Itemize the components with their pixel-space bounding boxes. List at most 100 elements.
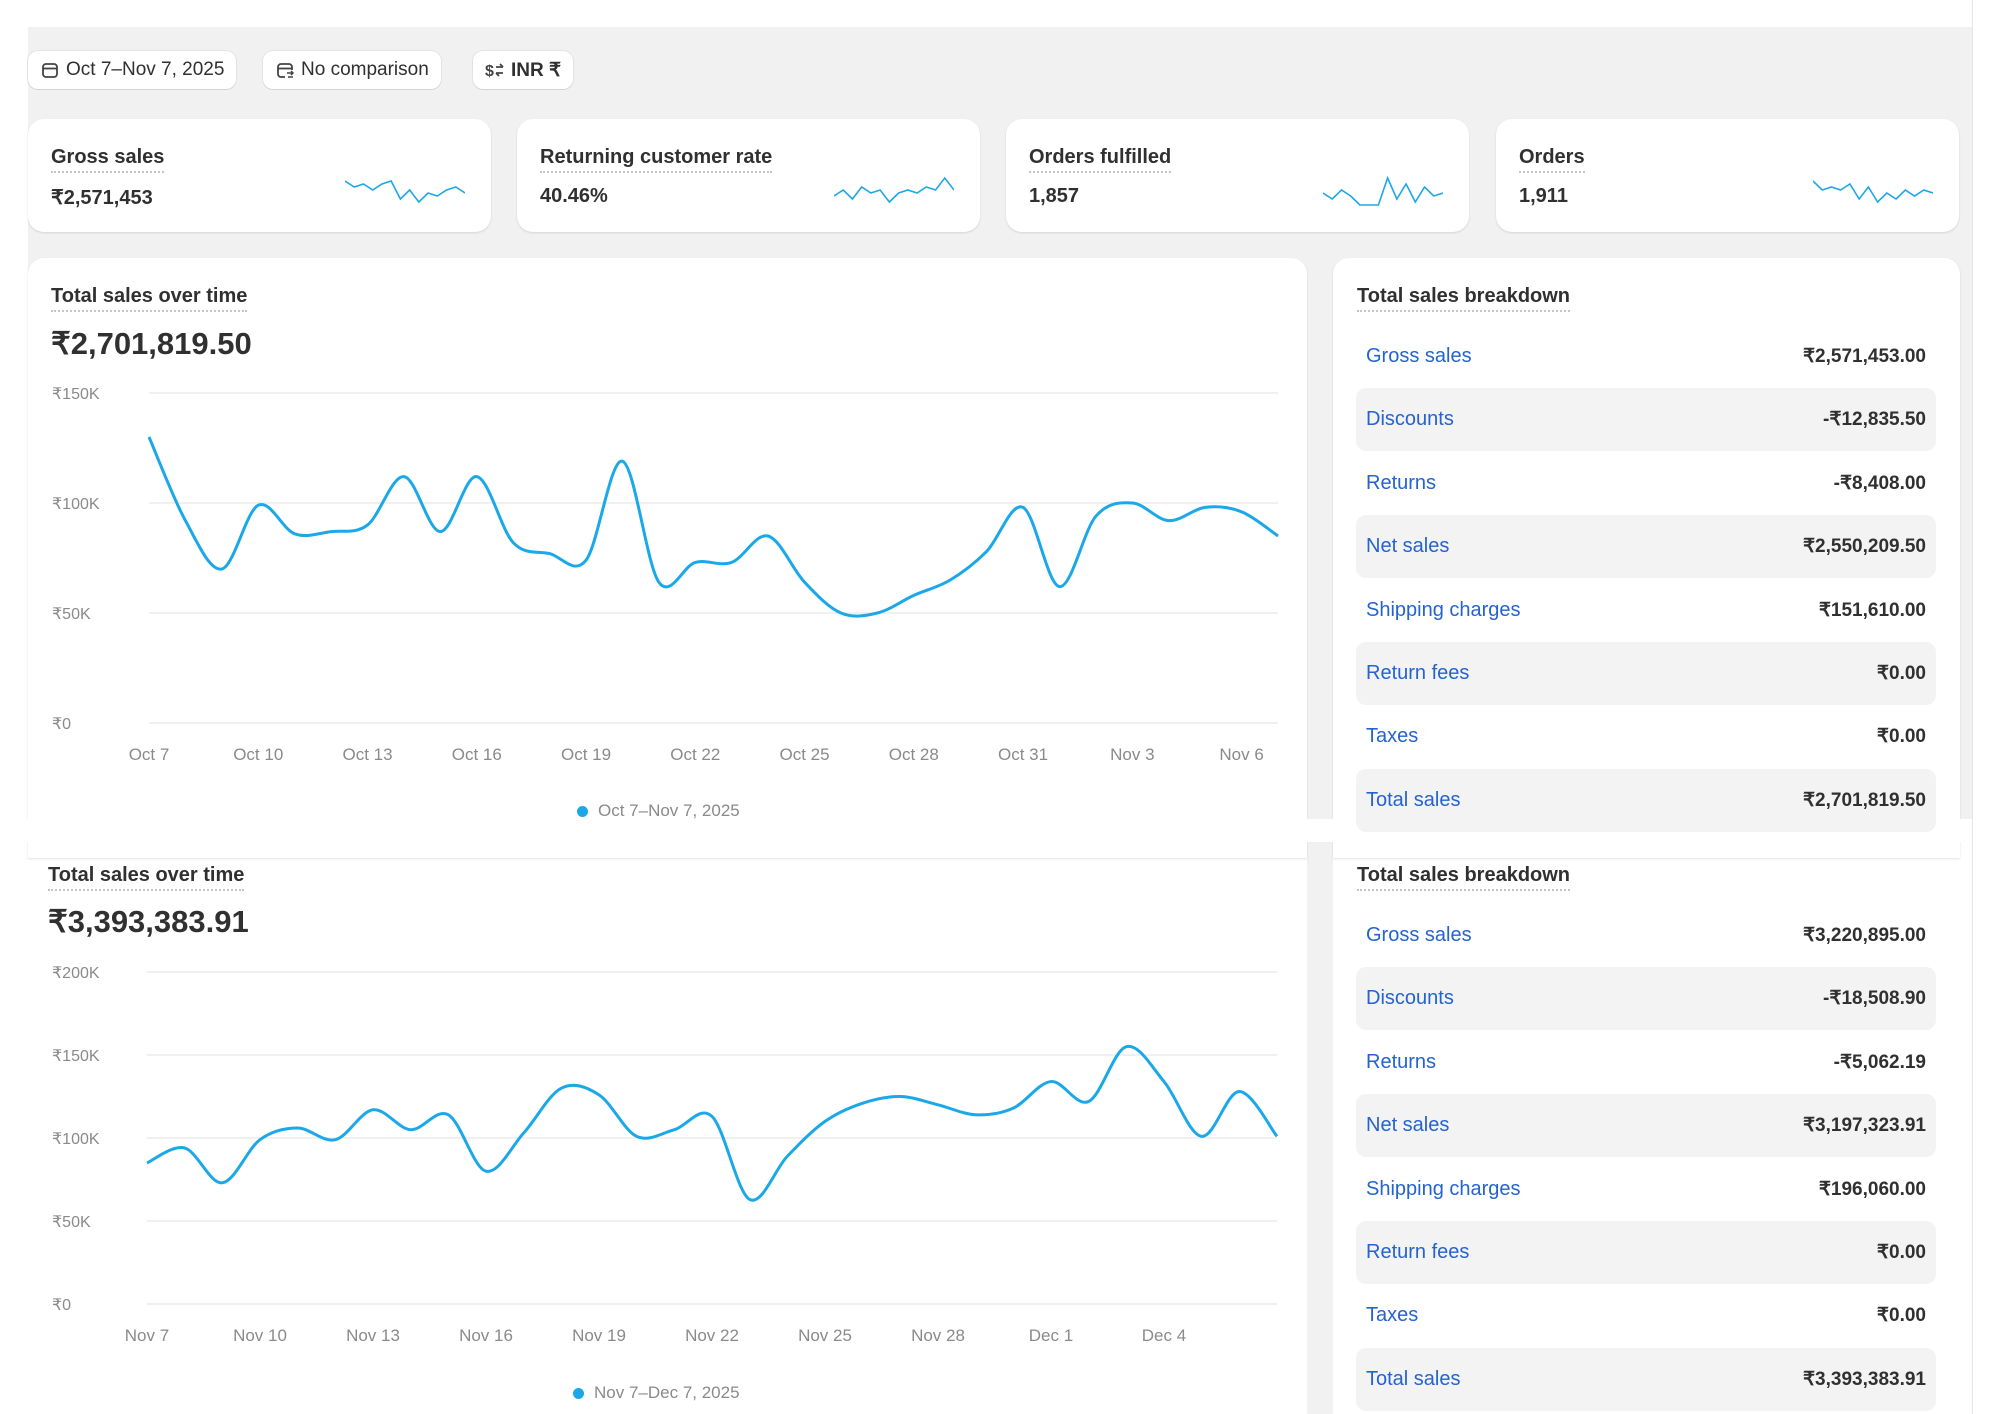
x-tick-label: Nov 10 bbox=[233, 1326, 287, 1345]
breakdown-row-taxes: Taxes ₹0.00 bbox=[1356, 705, 1936, 768]
data-point[interactable] bbox=[141, 1157, 153, 1169]
kpi-card-returning-customer-rate[interactable]: Returning customer rate 40.46% bbox=[517, 119, 980, 232]
x-tick-label: Nov 22 bbox=[685, 1326, 739, 1345]
data-point[interactable] bbox=[819, 1115, 831, 1127]
chart-title: Total sales over time bbox=[51, 285, 248, 312]
spacer bbox=[0, 819, 28, 842]
breakdown-link[interactable]: Return fees bbox=[1366, 1241, 1470, 1263]
x-tick-label: Oct 10 bbox=[233, 745, 283, 764]
kpi-title: Gross sales bbox=[51, 146, 165, 173]
data-point[interactable] bbox=[932, 1099, 944, 1111]
legend-label: Nov 7–Dec 7, 2025 bbox=[594, 1383, 740, 1402]
data-point[interactable] bbox=[970, 1109, 982, 1121]
comparison-label: No comparison bbox=[301, 59, 429, 80]
data-point[interactable] bbox=[857, 1097, 869, 1109]
breakdown-link[interactable]: Net sales bbox=[1366, 535, 1450, 558]
breakdown-link[interactable]: Shipping charges bbox=[1366, 1177, 1521, 1200]
comparison-button[interactable]: No comparison bbox=[263, 51, 441, 89]
series-line bbox=[147, 436, 1279, 618]
breakdown-link[interactable]: Return fees bbox=[1366, 662, 1470, 684]
kpi-title: Orders bbox=[1519, 146, 1585, 173]
breakdown-link[interactable]: Gross sales bbox=[1366, 924, 1472, 946]
breakdown-value: -₹8,408.00 bbox=[1833, 472, 1926, 494]
breakdown-link[interactable]: Gross sales bbox=[1366, 345, 1472, 367]
kpi-title: Orders fulfilled bbox=[1029, 146, 1172, 173]
data-point[interactable] bbox=[329, 1134, 341, 1146]
data-point[interactable] bbox=[668, 1124, 680, 1136]
data-point[interactable] bbox=[1120, 1041, 1132, 1053]
legend-label: Oct 7–Nov 7, 2025 bbox=[598, 801, 740, 820]
breakdown-row-discounts: Discounts -₹12,835.50 bbox=[1356, 388, 1936, 452]
breakdown-value: -₹5,062.19 bbox=[1833, 1051, 1926, 1073]
x-tick-label: Nov 19 bbox=[572, 1326, 626, 1345]
data-point[interactable] bbox=[1233, 1086, 1245, 1098]
chart-legend: Oct 7–Nov 7, 2025 bbox=[577, 801, 740, 821]
currency-label: INR ₹ bbox=[511, 59, 562, 81]
chart-svg: ₹0 ₹50K ₹100K ₹150K ₹200K Nov 7 Nov 10 Nov 13 No… bbox=[52, 965, 1283, 1345]
kpi-card-orders-fulfilled[interactable]: Orders fulfilled 1,857 bbox=[1006, 119, 1469, 232]
x-tick-label: Nov 6 bbox=[1219, 745, 1263, 764]
breakdown-link[interactable]: Total sales bbox=[1366, 788, 1461, 811]
chart-svg: ₹0 ₹50K ₹100K ₹150K Oct 7 Oct 10 Oct 13 Oct 16 O… bbox=[52, 386, 1279, 764]
date-range-button[interactable]: Oct 7–Nov 7, 2025 bbox=[28, 51, 237, 89]
breakdown-link[interactable]: Discounts bbox=[1366, 408, 1454, 431]
x-tick-label: Dec 1 bbox=[1029, 1326, 1073, 1345]
data-point[interactable] bbox=[518, 1127, 530, 1139]
sales-chart-card-1 bbox=[28, 258, 1307, 858]
breakdown-link[interactable]: Taxes bbox=[1366, 1304, 1419, 1327]
x-tick-label: Nov 25 bbox=[798, 1326, 852, 1345]
breakdown-value: ₹0.00 bbox=[1876, 663, 1926, 684]
chart-title: Total sales over time bbox=[48, 864, 245, 891]
currency-button[interactable]: $ INR ₹ bbox=[473, 51, 574, 89]
data-point[interactable] bbox=[894, 1091, 906, 1103]
data-point[interactable] bbox=[781, 1150, 793, 1162]
breakdown-link[interactable]: Total sales bbox=[1366, 1367, 1461, 1390]
breakdown-value: ₹2,571,453.00 bbox=[1802, 346, 1926, 367]
data-point[interactable] bbox=[744, 1193, 756, 1205]
kpi-card-gross-sales[interactable]: Gross sales ₹2,571,453 bbox=[28, 119, 491, 232]
data-point[interactable] bbox=[593, 1089, 605, 1101]
data-point[interactable] bbox=[216, 1177, 228, 1189]
breakdown-value: ₹0.00 bbox=[1876, 1305, 1926, 1327]
data-point[interactable] bbox=[254, 1134, 266, 1146]
data-point[interactable] bbox=[480, 1165, 492, 1177]
x-tick-label: Dec 4 bbox=[1142, 1326, 1186, 1345]
calendar-compare-icon bbox=[277, 63, 295, 78]
data-point[interactable] bbox=[1158, 1076, 1170, 1088]
sparkline-path bbox=[834, 176, 954, 204]
page-edge bbox=[1972, 0, 2000, 1414]
y-tick-label: ₹100K bbox=[52, 496, 100, 513]
x-tick-label: Nov 13 bbox=[346, 1326, 400, 1345]
kpi-value: ₹2,571,453 bbox=[51, 187, 153, 209]
calendar-icon bbox=[42, 63, 58, 78]
kpi-card-orders[interactable]: Orders 1,911 bbox=[1496, 119, 1959, 232]
data-point[interactable] bbox=[367, 1104, 379, 1116]
data-point[interactable] bbox=[631, 1130, 643, 1142]
data-point[interactable] bbox=[1007, 1102, 1019, 1114]
data-point[interactable] bbox=[292, 1122, 304, 1134]
data-point[interactable] bbox=[442, 1109, 454, 1121]
data-point[interactable] bbox=[405, 1124, 417, 1136]
data-point[interactable] bbox=[1196, 1130, 1208, 1142]
breakdown-row-net-sales: Net sales ₹3,197,323.91 bbox=[1356, 1094, 1936, 1158]
y-tick-label: ₹100K bbox=[52, 1131, 100, 1148]
data-point[interactable] bbox=[706, 1110, 718, 1122]
x-tick-label: Nov 16 bbox=[459, 1326, 513, 1345]
breakdown-link[interactable]: Discounts bbox=[1366, 987, 1454, 1010]
breakdown-link[interactable]: Shipping charges bbox=[1366, 598, 1521, 621]
breakdown-link[interactable]: Net sales bbox=[1366, 1114, 1450, 1137]
breakdown-link[interactable]: Returns bbox=[1366, 471, 1437, 494]
data-point[interactable] bbox=[179, 1142, 191, 1154]
breakdown-row-shipping-charges: Shipping charges ₹196,060.00 bbox=[1356, 1158, 1936, 1221]
data-point[interactable] bbox=[555, 1082, 567, 1094]
sparkline-path bbox=[1813, 180, 1933, 204]
data-point[interactable] bbox=[1271, 1130, 1283, 1142]
breakdown-row-return-fees: Return fees ₹0.00 bbox=[1356, 642, 1936, 705]
breakdown-link[interactable]: Returns bbox=[1366, 1050, 1437, 1073]
data-point[interactable] bbox=[1045, 1076, 1057, 1088]
sparkline bbox=[345, 180, 465, 204]
data-point[interactable] bbox=[1083, 1095, 1095, 1107]
kpi-value: 40.46% bbox=[540, 185, 608, 207]
breakdown-link[interactable]: Taxes bbox=[1366, 725, 1419, 748]
breakdown-row-return-fees: Return fees ₹0.00 bbox=[1356, 1221, 1936, 1284]
